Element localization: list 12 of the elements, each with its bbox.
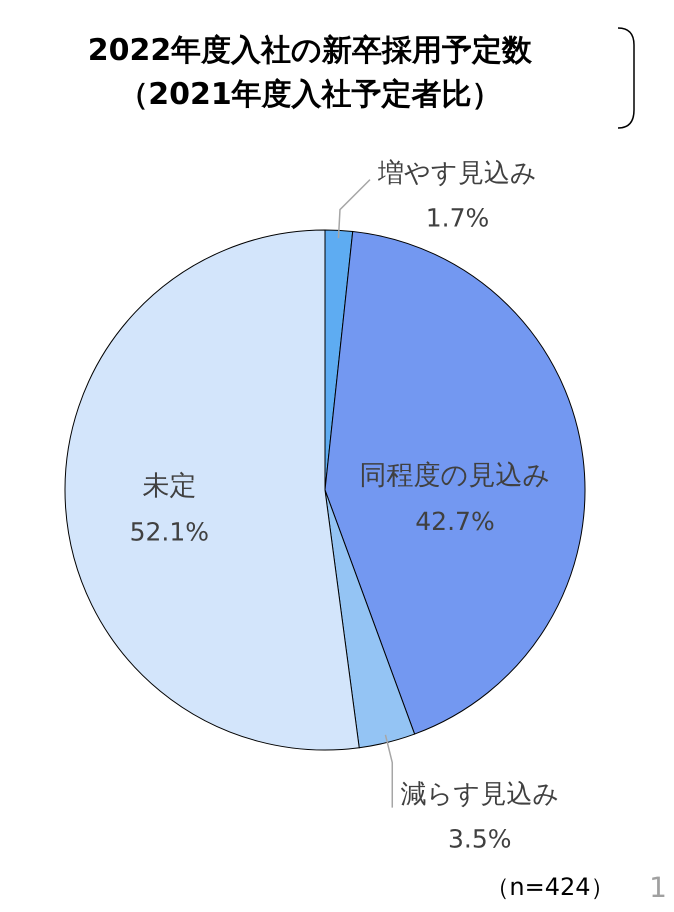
slice-label: 増やす見込み [376, 158, 537, 189]
data-label: 52.1% [130, 517, 210, 546]
text: （n=424） [485, 873, 615, 901]
slice-label: 減らす見込み [400, 780, 560, 810]
chart-title: 2022年度入社の新卒採用予定数 [88, 33, 534, 68]
text: 1 [649, 871, 667, 904]
slice-label: 同程度の見込み [360, 460, 550, 491]
data-label: 3.5% [448, 824, 512, 854]
data-label: 42.7% [415, 507, 495, 536]
chart-subtitle: （2021年度入社予定者比） [118, 77, 502, 112]
data-label: 1.7% [426, 204, 490, 233]
slice-label: 未定 [142, 470, 196, 502]
